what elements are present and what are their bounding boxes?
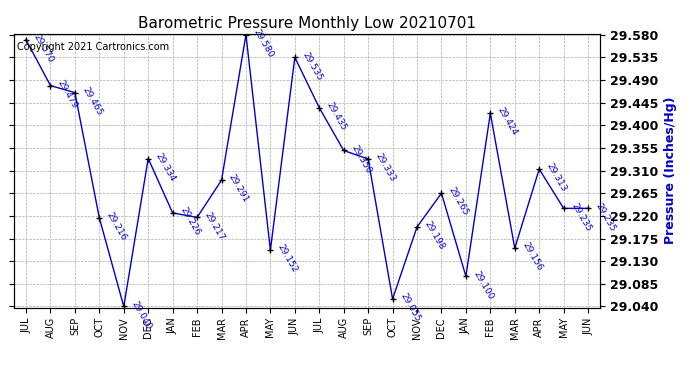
Text: 29.580: 29.580 [252,27,275,59]
Text: 29.435: 29.435 [325,100,348,132]
Text: 29.424: 29.424 [496,106,520,137]
Text: 29.350: 29.350 [349,143,373,175]
Text: 29.333: 29.333 [374,152,397,183]
Text: 29.100: 29.100 [471,269,495,301]
Text: 29.235: 29.235 [569,201,593,233]
Text: 29.235: 29.235 [593,201,617,233]
Y-axis label: Pressure (Inches/Hg): Pressure (Inches/Hg) [664,97,677,244]
Text: 29.479: 29.479 [56,78,79,110]
Text: 29.334: 29.334 [154,151,177,183]
Text: 29.198: 29.198 [422,220,446,252]
Text: 29.465: 29.465 [81,86,104,117]
Text: Copyright 2021 Cartronics.com: Copyright 2021 Cartronics.com [17,42,169,52]
Text: 29.313: 29.313 [545,162,569,194]
Text: 29.156: 29.156 [520,241,544,273]
Text: 29.216: 29.216 [105,211,128,242]
Text: 29.291: 29.291 [227,173,250,205]
Text: 29.040: 29.040 [129,299,152,331]
Title: Barometric Pressure Monthly Low 20210701: Barometric Pressure Monthly Low 20210701 [138,16,476,31]
Text: 29.265: 29.265 [447,186,471,218]
Text: 29.535: 29.535 [300,50,324,82]
Text: 29.570: 29.570 [32,33,55,64]
Text: 29.152: 29.152 [276,243,299,274]
Text: 29.055: 29.055 [398,292,422,324]
Text: 29.226: 29.226 [178,206,201,237]
Text: 29.217: 29.217 [203,210,226,242]
